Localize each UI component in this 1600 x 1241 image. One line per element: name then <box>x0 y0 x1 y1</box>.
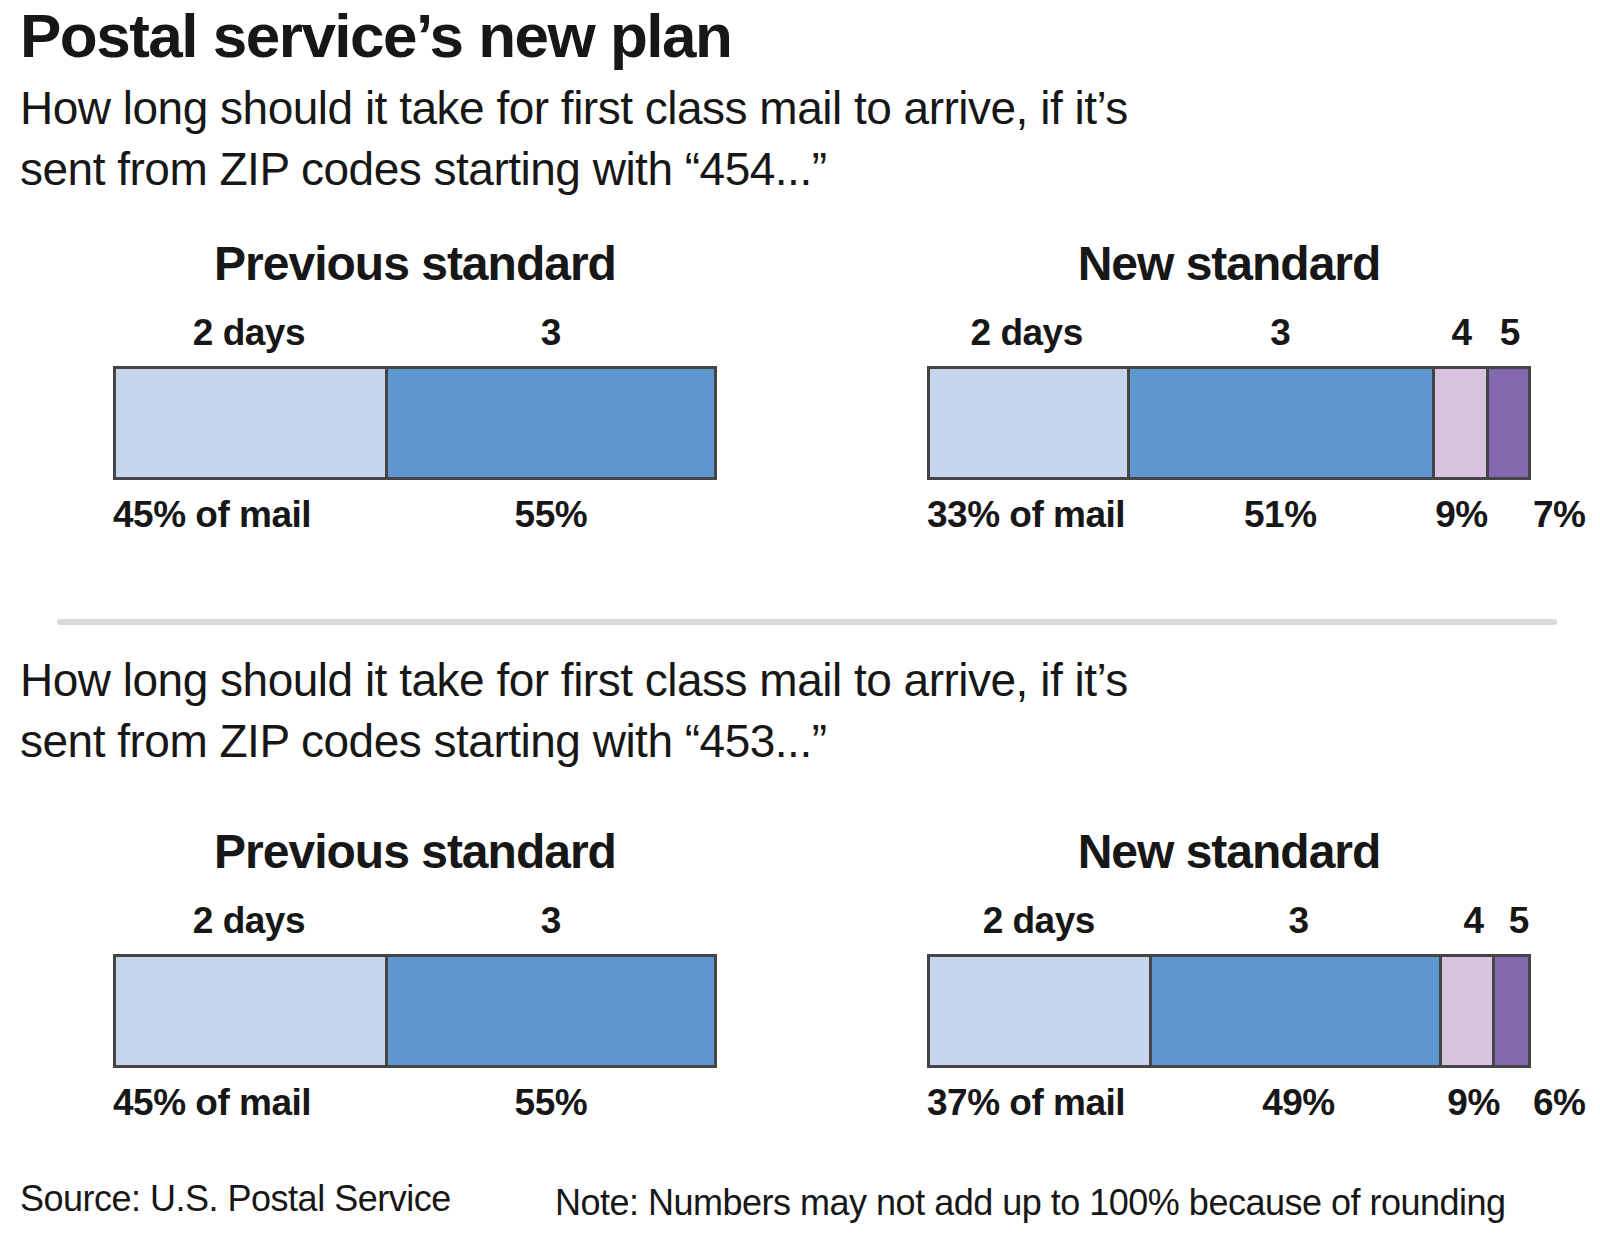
chart-453-previous-standard: Previous standard 2 days 3 45% of mail 55% <box>113 820 717 1126</box>
value-labels-row: 37% of mail49%9%6% <box>927 1082 1531 1126</box>
section-divider <box>57 619 1557 625</box>
bar-segment-day-3 <box>1127 369 1432 477</box>
bar-segment-day-2-days <box>116 369 385 477</box>
bar-segment-day-3 <box>385 957 714 1065</box>
day-label-3: 3 <box>1288 900 1308 942</box>
bar-segment-day-2-days <box>930 957 1149 1065</box>
charts-row-454: Previous standard 2 days 3 45% of mail 55%… <box>113 232 1531 538</box>
day-labels-row: 2 days 3 <box>113 312 717 356</box>
question-453-line2: sent from ZIP codes starting with “453..… <box>20 711 1128 772</box>
source-credit: Source: U.S. Postal Service <box>20 1178 451 1220</box>
question-454: How long should it take for first class … <box>20 78 1128 200</box>
day-label-2-days: 2 days <box>983 900 1095 942</box>
value-label-55-: 55% <box>515 494 588 536</box>
value-label-33-of-mail: 33% of mail <box>927 494 1125 536</box>
day-labels-row: 2 days 3 45 <box>927 900 1531 944</box>
chart-heading-previous-standard: Previous standard <box>113 820 717 884</box>
page-title: Postal service’s new plan <box>20 0 731 71</box>
day-label-3: 3 <box>1270 312 1290 354</box>
value-label-37-of-mail: 37% of mail <box>927 1082 1125 1124</box>
chart-454-new-standard: New standard 2 days345 33% of mail51%9%7… <box>927 232 1531 538</box>
value-label-49-: 49% <box>1262 1082 1335 1124</box>
value-label-6-: 6% <box>1531 1082 1585 1124</box>
day-label-4: 4 <box>1464 900 1484 942</box>
postal-service-infographic: Postal service’s new plan How long shoul… <box>0 0 1600 1241</box>
value-labels-row: 45% of mail 55% <box>113 494 717 538</box>
charts-row-453: Previous standard 2 days 3 45% of mail 55%… <box>113 820 1531 1126</box>
value-label-9-: 9% <box>1435 494 1487 536</box>
bar-segment-day-2-days <box>116 957 385 1065</box>
value-label-55-: 55% <box>515 1082 588 1124</box>
day-label-5: 5 <box>1509 900 1529 942</box>
day-labels-row: 2 days 3 <box>113 900 717 944</box>
day-label-3: 3 <box>541 900 561 942</box>
question-454-line1: How long should it take for first class … <box>20 78 1128 139</box>
day-label-2-days: 2 days <box>193 900 305 942</box>
stacked-bar <box>113 366 717 480</box>
rounding-note: Note: Numbers may not add up to 100% bec… <box>555 1182 1506 1224</box>
chart-heading-new-standard: New standard <box>927 820 1531 884</box>
day-labels-row: 2 days 3 45 <box>927 312 1531 356</box>
chart-heading-new-standard: New standard <box>927 232 1531 296</box>
bar-segment-day-4 <box>1432 369 1486 477</box>
value-labels-row: 33% of mail51%9%7% <box>927 494 1531 538</box>
value-label-9-: 9% <box>1447 1082 1499 1124</box>
question-454-line2: sent from ZIP codes starting with “454..… <box>20 139 1128 200</box>
value-label-7-: 7% <box>1531 494 1585 536</box>
bar-segment-day-5 <box>1492 957 1528 1065</box>
stacked-bar <box>927 366 1531 480</box>
stacked-bar <box>113 954 717 1068</box>
question-453-line1: How long should it take for first class … <box>20 650 1128 711</box>
value-label-45-of-mail: 45% of mail <box>113 494 311 536</box>
day-label-2-days: 2 days <box>193 312 305 354</box>
bar-segment-day-3 <box>385 369 714 477</box>
day-label-4: 4 <box>1451 312 1471 354</box>
day-label-2-days: 2 days <box>971 312 1083 354</box>
bar-segment-day-4 <box>1439 957 1492 1065</box>
value-label-51-: 51% <box>1244 494 1317 536</box>
bar-segment-day-3 <box>1149 957 1439 1065</box>
question-453: How long should it take for first class … <box>20 650 1128 772</box>
stacked-bar <box>927 954 1531 1068</box>
chart-454-previous-standard: Previous standard 2 days 3 45% of mail 55% <box>113 232 717 538</box>
day-label-5: 5 <box>1500 312 1520 354</box>
bar-segment-day-2-days <box>930 369 1127 477</box>
day-label-3: 3 <box>541 312 561 354</box>
value-labels-row: 45% of mail 55% <box>113 1082 717 1126</box>
chart-heading-previous-standard: Previous standard <box>113 232 717 296</box>
chart-453-new-standard: New standard 2 days345 37% of mail49%9%6… <box>927 820 1531 1126</box>
bar-segment-day-5 <box>1486 369 1528 477</box>
value-label-45-of-mail: 45% of mail <box>113 1082 311 1124</box>
